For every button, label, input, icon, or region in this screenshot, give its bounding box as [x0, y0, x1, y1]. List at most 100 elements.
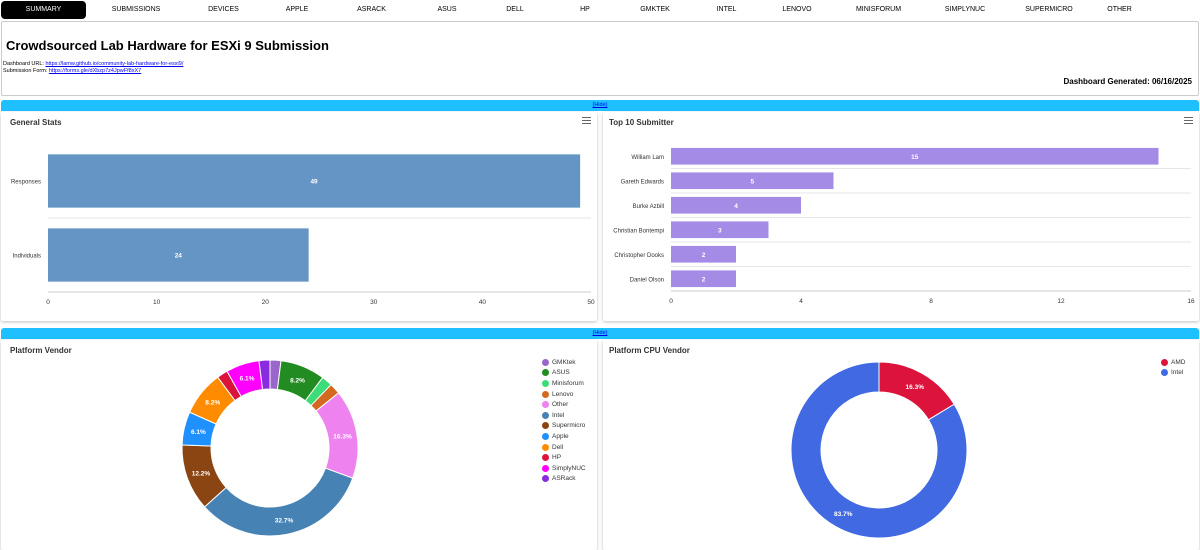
legend-dot-icon: [542, 443, 549, 451]
nav-tab-lenovo[interactable]: LENOVO: [782, 6, 812, 13]
legend-dot-icon: [542, 369, 549, 377]
nav-tab-dell[interactable]: DELL: [506, 6, 524, 13]
legend-item[interactable]: Lenovo: [542, 389, 586, 400]
vendor-slice-label: 8.2%: [290, 377, 305, 384]
hide-stats-link[interactable]: (Hide): [592, 102, 608, 108]
general-value-label: 49: [310, 179, 318, 186]
legend-item[interactable]: Intel: [1161, 368, 1185, 379]
legend-label: Dell: [552, 443, 564, 451]
legend-item[interactable]: Other: [542, 399, 586, 410]
cpu-slice-label: 16.3%: [906, 384, 925, 391]
nav-tab-hp[interactable]: HP: [580, 6, 590, 13]
legend-label: Minisforum: [552, 379, 584, 387]
platform-cpu-chart: 16.3% 83.7%: [790, 361, 968, 539]
x-tick-label: 50: [587, 299, 595, 306]
platform-vendor-chart: 8.2% 16.3% 32.7% 12.2% 6.1% 8.2% 6.1%: [181, 359, 359, 537]
legend-dot-icon: [542, 358, 549, 366]
vendor-slice-label: 8.2%: [205, 399, 220, 406]
vendor-slice-label: 6.1%: [240, 376, 255, 383]
dashboard-url-label: Dashboard URL:: [3, 61, 44, 67]
submitter-bar: [671, 196, 801, 214]
legend-label: HP: [552, 454, 562, 462]
legend-label: Supermicro: [552, 422, 586, 430]
legend-item[interactable]: HP: [542, 452, 586, 463]
x-tick-label: 40: [479, 299, 487, 306]
legend-dot-icon: [542, 475, 549, 483]
legend-item[interactable]: Apple: [542, 431, 586, 442]
vendor-slice-label: 6.1%: [191, 429, 206, 436]
nav-tab-submissions[interactable]: SUBMISSIONS: [111, 6, 161, 13]
legend-dot-icon: [542, 454, 549, 462]
legend-label: ASUS: [552, 369, 570, 377]
hamburger-menu-icon[interactable]: [582, 117, 591, 125]
x-tick-label: 12: [1057, 298, 1065, 305]
nav-tab-other[interactable]: OTHER: [1107, 6, 1132, 13]
hide-platform-link[interactable]: (Hide): [592, 330, 608, 336]
legend-dot-icon: [1161, 369, 1168, 377]
dashboard-url-link[interactable]: https://lamw.github.io/community-lab-har…: [45, 61, 184, 67]
general-stats-chart: 0 10 20 30 40 50 Responses 49 Individuals 24: [11, 154, 595, 306]
legend-item[interactable]: ASRack: [542, 474, 586, 485]
legend-item[interactable]: Intel: [542, 410, 586, 421]
nav-tab-summary[interactable]: SUMMARY: [1, 1, 86, 19]
platform-vendor-legend: GMKtek ASUS Minisforum Lenovo Other Intel Supe…: [542, 357, 586, 484]
general-stats-title: General Stats: [10, 118, 62, 127]
legend-dot-icon: [542, 379, 549, 387]
platform-cpu-title: Platform CPU Vendor: [609, 346, 690, 355]
submitter-category-label: Christian Bontempi: [613, 228, 664, 234]
submitter-value-label: 2: [702, 276, 706, 283]
nav-tab-intel[interactable]: INTEL: [716, 6, 737, 13]
submitter-category-label: Burke Azbill: [633, 204, 664, 210]
x-tick-label: 16: [1187, 298, 1195, 305]
page-header: Crowdsourced Lab Hardware for ESXi 9 Sub…: [1, 21, 1199, 96]
cpu-slice-label: 83.7%: [834, 511, 853, 518]
top-submitter-chart: 0 4 8 12 16 William Lam 15 Gareth Edwards 5 Burke…: [613, 147, 1195, 305]
submitter-value-label: 15: [911, 154, 919, 161]
dashboard-url-line: Dashboard URL: https://lamw.github.io/co…: [3, 61, 183, 67]
vendor-slice-label: 12.2%: [192, 471, 211, 478]
legend-item[interactable]: GMKtek: [542, 357, 586, 368]
submission-form-link[interactable]: https://forms.gle/dXbzp7z4JpwFf8xX7: [48, 68, 142, 74]
legend-dot-icon: [542, 422, 549, 430]
nav-tab-supermicro[interactable]: SUPERMICRO: [1025, 6, 1073, 13]
hamburger-menu-icon[interactable]: [1184, 117, 1193, 125]
nav-tab-devices[interactable]: DEVICES: [208, 6, 239, 13]
submitter-bar: [671, 270, 736, 288]
general-stats-panel: General Stats 0 10 20 30 40 50 Responses 49 Indi…: [1, 112, 597, 321]
submitter-category-label: Gareth Edwards: [621, 179, 664, 185]
legend-item[interactable]: SimplyNUC: [542, 463, 586, 474]
submitter-bar: [671, 172, 834, 190]
x-tick-label: 10: [153, 299, 161, 306]
page-title: Crowdsourced Lab Hardware for ESXi 9 Sub…: [6, 38, 329, 53]
general-category-label: Responses: [11, 180, 41, 186]
legend-item[interactable]: Minisforum: [542, 378, 586, 389]
top-submitter-panel: Top 10 Submitter 0 4 8 12 16 William Lam 15 Gar…: [603, 112, 1199, 321]
x-tick-label: 8: [929, 298, 933, 305]
legend-item[interactable]: Supermicro: [542, 421, 586, 432]
vendor-slice: [203, 467, 354, 537]
nav-tab-gmktek[interactable]: GMKTEK: [640, 6, 670, 13]
legend-item[interactable]: AMD: [1161, 357, 1185, 368]
legend-item[interactable]: ASUS: [542, 368, 586, 379]
dashboard-generated-date: Dashboard Generated: 06/16/2025: [1063, 77, 1192, 86]
top-submitter-title: Top 10 Submitter: [609, 118, 674, 127]
legend-label: AMD: [1171, 358, 1186, 366]
legend-label: ASRack: [552, 475, 576, 483]
legend-item[interactable]: Dell: [542, 442, 586, 453]
legend-label: Intel: [1171, 369, 1184, 377]
nav-tab-apple[interactable]: APPLE: [285, 6, 309, 13]
submitter-value-label: 3: [718, 227, 722, 234]
nav-tab-asrack[interactable]: ASRACK: [357, 6, 386, 13]
x-tick-label: 4: [799, 298, 803, 305]
legend-dot-icon: [1161, 358, 1168, 366]
nav-tab-asus[interactable]: ASUS: [437, 6, 457, 13]
platform-cpu-panel: Platform CPU Vendor 16.3% 83.7% AMD Intel: [603, 340, 1199, 550]
stats-section-hide-bar: (Hide): [1, 100, 1199, 111]
legend-label: Lenovo: [552, 390, 574, 398]
cpu-slice: [790, 361, 968, 539]
submitter-value-label: 4: [734, 203, 738, 210]
submission-form-line: Submission Form: https://forms.gle/dXbzp…: [3, 68, 141, 74]
nav-tab-simplynuc[interactable]: SIMPLYNUC: [944, 6, 986, 13]
nav-tab-minisforum[interactable]: MINISFORUM: [855, 6, 902, 13]
submitter-category-label: Daniel Olson: [630, 277, 664, 283]
